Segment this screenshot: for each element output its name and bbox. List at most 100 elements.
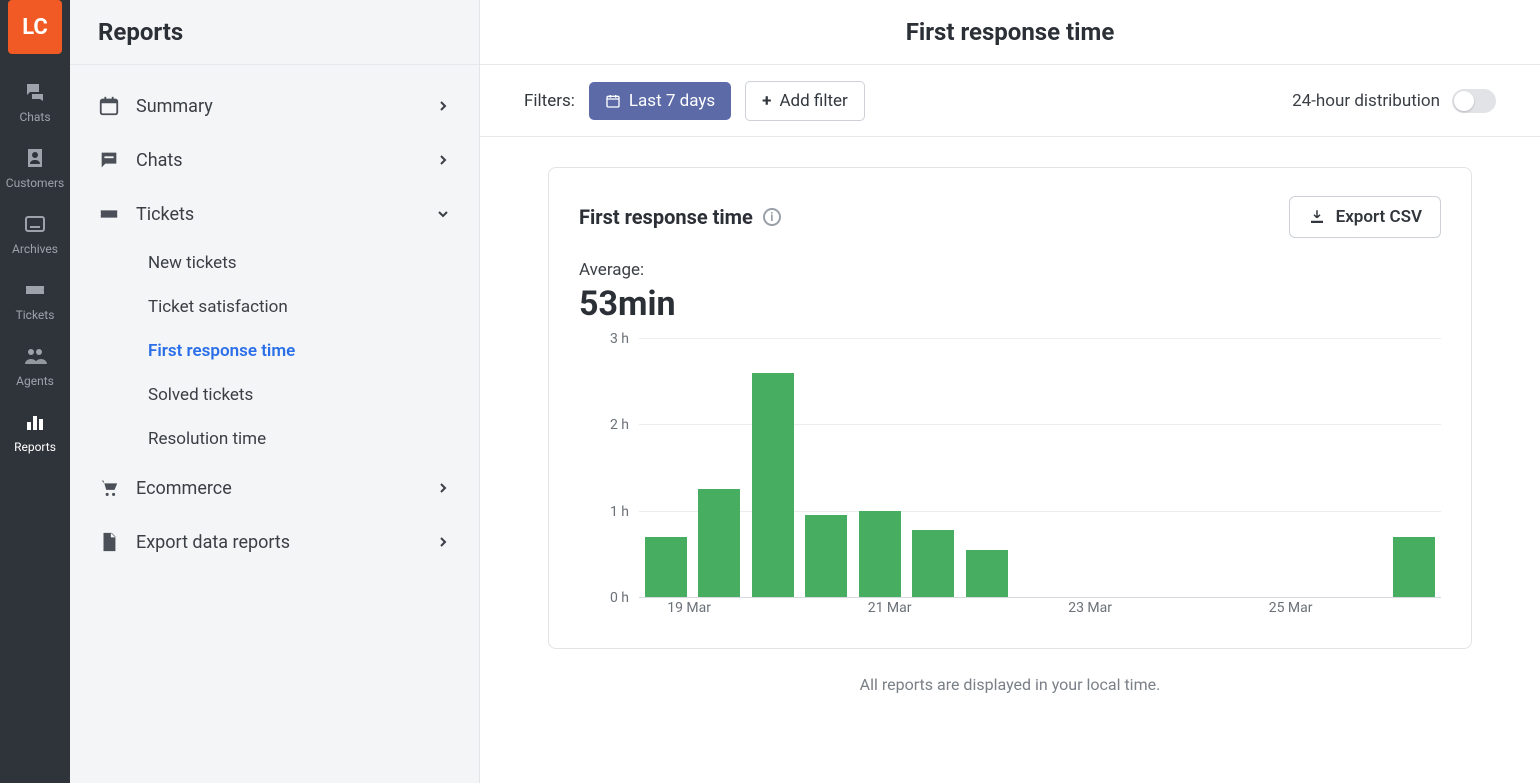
download-icon [1308, 208, 1326, 226]
ticket-icon [98, 203, 120, 225]
sidebar-sub-ticket-satisfaction[interactable]: Ticket satisfaction [136, 285, 471, 329]
chart-bar-slot [960, 338, 1013, 597]
chart-bar[interactable] [752, 373, 794, 597]
chart-x-label: 19 Mar [639, 600, 739, 624]
nav-item-reports[interactable]: Reports [0, 398, 70, 464]
chart-y-label: 2 h [589, 417, 629, 433]
chevron-right-icon [435, 152, 451, 168]
sidebar-item-summary[interactable]: Summary [78, 79, 471, 133]
sidebar-menu: Summary Chats Tickets New tickets [70, 65, 479, 583]
chart-bar-slot [1227, 338, 1280, 597]
sidebar-sub-solved-tickets[interactable]: Solved tickets [136, 373, 471, 417]
chart-x-label [940, 600, 1040, 624]
chart-bar-slot [746, 338, 799, 597]
sidebar-item-ecommerce[interactable]: Ecommerce [78, 461, 471, 515]
reports-icon [23, 410, 47, 434]
chart-plot-area: 0 h1 h2 h3 h [639, 338, 1441, 598]
plus-icon: + [762, 91, 771, 111]
chevron-down-icon [435, 206, 451, 222]
cart-icon [98, 477, 120, 499]
sidebar-sub-first-response-time[interactable]: First response time [136, 329, 471, 373]
info-icon[interactable]: i [763, 208, 781, 226]
customers-icon [23, 146, 47, 170]
sidebar-title-text: Reports [98, 18, 183, 46]
chart-x-axis: 19 Mar21 Mar23 Mar25 Mar [639, 600, 1441, 624]
nav-item-label: Tickets [16, 308, 55, 322]
chart-bar-slot [906, 338, 959, 597]
sidebar-sub-resolution-time[interactable]: Resolution time [136, 417, 471, 461]
distribution-toggle-row: 24-hour distribution [1292, 89, 1496, 113]
archives-icon [23, 212, 47, 236]
chart-bar[interactable] [859, 511, 901, 597]
average-label: Average: [579, 260, 1441, 280]
chats-icon [23, 80, 47, 104]
chart-bar-slot [1120, 338, 1173, 597]
chart-bar-slot [1334, 338, 1387, 597]
sidebar-sub-label: First response time [148, 341, 295, 361]
sidebar-submenu-tickets: New tickets Ticket satisfaction First re… [78, 241, 471, 461]
date-range-label: Last 7 days [629, 91, 715, 111]
chart-bar-slot [692, 338, 745, 597]
main-panel: First response time Filters: Last 7 days… [480, 0, 1540, 783]
nav-item-agents[interactable]: Agents [0, 332, 70, 398]
page-title-text: First response time [906, 18, 1115, 46]
sidebar-item-label: Tickets [136, 204, 194, 225]
agents-icon [23, 344, 47, 368]
chart-bar[interactable] [1393, 537, 1435, 597]
reports-sidebar: Reports Summary Chats Tick [70, 0, 480, 783]
chart-bar[interactable] [805, 515, 847, 597]
distribution-toggle[interactable] [1452, 89, 1496, 113]
chart-bar[interactable] [912, 530, 954, 597]
chart-bar-slot [1067, 338, 1120, 597]
sidebar-item-label: Chats [136, 150, 183, 171]
chat-icon [98, 149, 120, 171]
nav-item-label: Chats [19, 110, 50, 124]
card-title: First response time i [579, 205, 781, 229]
content-area: First response time i Export CSV Average… [480, 137, 1540, 714]
sidebar-sub-label: Ticket satisfaction [148, 297, 288, 317]
sidebar-item-export[interactable]: Export data reports [78, 515, 471, 569]
card-header: First response time i Export CSV [579, 196, 1441, 238]
sidebar-item-label: Export data reports [136, 532, 290, 553]
nav-item-label: Reports [14, 440, 56, 454]
timezone-note: All reports are displayed in your local … [548, 675, 1472, 694]
chart-x-label [739, 600, 839, 624]
chart-y-label: 1 h [589, 504, 629, 520]
file-icon [98, 531, 120, 553]
card-title-text: First response time [579, 205, 753, 229]
chart-bar-slot [799, 338, 852, 597]
nav-item-chats[interactable]: Chats [0, 68, 70, 134]
filters-label: Filters: [524, 91, 575, 111]
page-title: First response time [480, 0, 1540, 65]
chevron-right-icon [435, 480, 451, 496]
date-range-chip[interactable]: Last 7 days [589, 82, 731, 120]
app-logo[interactable]: LC [8, 0, 62, 54]
nav-item-label: Customers [6, 176, 64, 190]
chevron-right-icon [435, 534, 451, 550]
sidebar-sub-label: New tickets [148, 253, 237, 273]
export-csv-button[interactable]: Export CSV [1289, 196, 1441, 238]
calendar-icon [98, 95, 120, 117]
nav-item-archives[interactable]: Archives [0, 200, 70, 266]
sidebar-item-chats[interactable]: Chats [78, 133, 471, 187]
chart-container: 0 h1 h2 h3 h 19 Mar21 Mar23 Mar25 Mar [579, 338, 1441, 618]
chart-bar[interactable] [966, 550, 1008, 597]
bar-chart: 0 h1 h2 h3 h 19 Mar21 Mar23 Mar25 Mar [579, 338, 1441, 618]
chart-x-label: 21 Mar [840, 600, 940, 624]
chart-bar-slot [853, 338, 906, 597]
chart-bar[interactable] [645, 537, 687, 597]
chart-bar[interactable] [698, 489, 740, 597]
nav-item-tickets[interactable]: Tickets [0, 266, 70, 332]
sidebar-sub-new-tickets[interactable]: New tickets [136, 241, 471, 285]
chart-x-label: 23 Mar [1040, 600, 1140, 624]
sidebar-item-tickets[interactable]: Tickets [78, 187, 471, 241]
app-logo-text: LC [22, 15, 48, 40]
add-filter-button[interactable]: + Add filter [745, 81, 865, 121]
tickets-icon [23, 278, 47, 302]
nav-item-customers[interactable]: Customers [0, 134, 70, 200]
toggle-knob [1454, 91, 1474, 111]
chart-bar-slot [639, 338, 692, 597]
chart-bars [639, 338, 1441, 597]
sidebar-sub-label: Solved tickets [148, 385, 253, 405]
chart-x-label [1140, 600, 1240, 624]
